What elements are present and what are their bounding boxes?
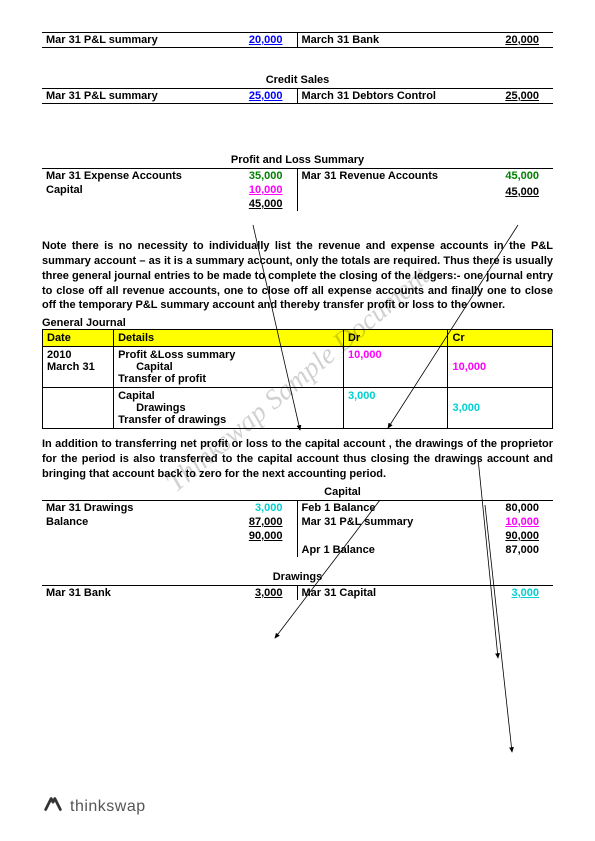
row-amount: 45,000: [489, 186, 549, 198]
gj-row: CapitalDrawingsTransfer of drawings 3,00…: [43, 388, 553, 429]
row-amount: 90,000: [233, 530, 293, 542]
gj-header-cr: Cr: [448, 330, 553, 347]
row-label: [46, 198, 233, 210]
row-label: Mar 31 Revenue Accounts: [302, 170, 490, 182]
t-account-bank: Mar 31 P&L summary20,000 March 31 Bank20…: [42, 32, 553, 48]
gj-details: CapitalDrawingsTransfer of drawings: [114, 388, 344, 429]
gj-header-date: Date: [43, 330, 114, 347]
row-amount: 3,000: [233, 502, 293, 514]
t-account-capital: Capital Mar 31 Drawings3,000 Balance87,0…: [42, 486, 553, 557]
row-label: Mar 31 P&L summary: [302, 516, 490, 528]
section-title: Drawings: [42, 571, 553, 583]
row-label: [46, 530, 233, 542]
row-amount: 20,000: [489, 34, 549, 46]
row-amount: 35,000: [233, 170, 293, 182]
t-account-pl-summary: Profit and Loss Summary Mar 31 Expense A…: [42, 154, 553, 211]
row-amount: 10,000: [233, 184, 293, 196]
footer-brand-text: thinkswap: [70, 798, 146, 816]
note-paragraph-2: In addition to transferring net profit o…: [42, 437, 553, 482]
row-amount: 3,000: [233, 587, 293, 599]
note-paragraph-1: Note there is no necessity to individual…: [42, 239, 553, 313]
row-amount: 25,000: [489, 90, 549, 102]
row-label: March 31 Debtors Control: [302, 90, 490, 102]
row-amount: 25,000: [233, 90, 293, 102]
row-label: Mar 31 P&L summary: [46, 34, 233, 46]
gj-date: 2010March 31: [43, 347, 114, 388]
gj-dr: 3,000: [343, 388, 448, 429]
gj-heading: General Journal: [42, 317, 553, 329]
row-amount: 20,000: [233, 34, 293, 46]
row-amount: 90,000: [489, 530, 549, 542]
row-amount: 80,000: [489, 502, 549, 514]
gj-header-details: Details: [114, 330, 344, 347]
row-label: Mar 31 Drawings: [46, 502, 233, 514]
row-label: Mar 31 Capital: [302, 587, 490, 599]
row-label: Mar 31 Bank: [46, 587, 233, 599]
gj-date: [43, 388, 114, 429]
gj-cr: 10,000: [448, 347, 553, 388]
row-label: Mar 31 Expense Accounts: [46, 170, 233, 182]
row-label: Mar 31 P&L summary: [46, 90, 233, 102]
footer-brand: thinkswap: [42, 793, 146, 821]
row-label: March 31 Bank: [302, 34, 490, 46]
row-amount: 10,000: [489, 516, 549, 528]
gj-cr: 3,000: [448, 388, 553, 429]
gj-row: 2010March 31 Profit &Loss summaryCapital…: [43, 347, 553, 388]
section-title: Profit and Loss Summary: [42, 154, 553, 166]
row-label: [302, 186, 490, 198]
gj-dr: 10,000: [343, 347, 448, 388]
t-account-credit-sales: Credit Sales Mar 31 P&L summary25,000 Ma…: [42, 74, 553, 104]
row-label: Capital: [46, 184, 233, 196]
row-amount: 3,000: [489, 587, 549, 599]
row-label: Balance: [46, 516, 233, 528]
row-label: Feb 1 Balance: [302, 502, 490, 514]
row-label: Apr 1 Balance: [302, 544, 490, 556]
row-amount: 87,000: [233, 516, 293, 528]
gj-details: Profit &Loss summaryCapitalTransfer of p…: [114, 347, 344, 388]
row-label: [302, 530, 490, 542]
general-journal-table: Date Details Dr Cr 2010March 31 Profit &…: [42, 329, 553, 429]
row-amount: 45,000: [489, 170, 549, 182]
section-title: Credit Sales: [42, 74, 553, 86]
section-title: Capital: [42, 486, 553, 498]
t-account-drawings: Drawings Mar 31 Bank3,000 Mar 31 Capital…: [42, 571, 553, 600]
gj-header-dr: Dr: [343, 330, 448, 347]
row-amount: 87,000: [489, 544, 549, 556]
thinkswap-logo-icon: [42, 793, 64, 821]
row-amount: 45,000: [233, 198, 293, 210]
